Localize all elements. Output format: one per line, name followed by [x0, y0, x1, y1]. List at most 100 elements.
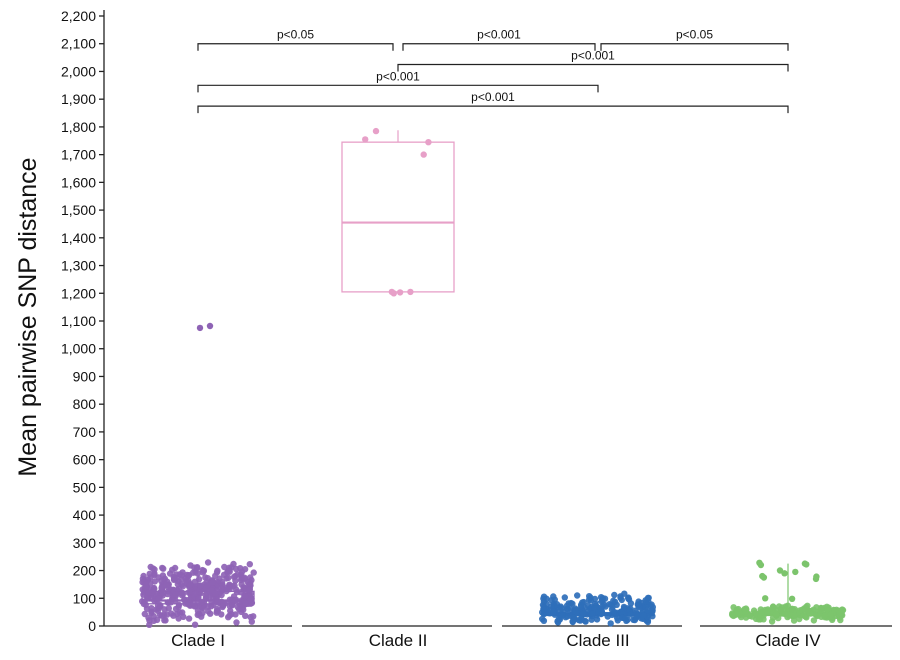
data-point [827, 611, 834, 618]
data-point [237, 589, 244, 596]
data-point [231, 597, 239, 604]
data-point [230, 573, 238, 581]
data-point [185, 571, 193, 579]
data-point [781, 610, 789, 618]
data-point [230, 560, 237, 568]
data-point [553, 601, 561, 608]
x-tick-label: Clade III [566, 631, 629, 650]
data-point [165, 599, 172, 606]
data-point [803, 561, 810, 568]
data-point [804, 607, 812, 614]
y-tick-label: 300 [73, 535, 97, 551]
data-point [139, 575, 147, 582]
data-point [620, 603, 628, 611]
data-point [250, 569, 257, 576]
data-point [550, 593, 557, 600]
data-point [630, 616, 637, 623]
data-point [627, 611, 634, 618]
data-point [242, 612, 249, 619]
data-point [635, 601, 642, 608]
y-tick-label: 500 [73, 479, 97, 495]
data-point [810, 617, 818, 624]
y-tick-label: 1,600 [61, 174, 96, 190]
data-point [804, 602, 811, 609]
data-point [649, 607, 656, 614]
data-point [570, 614, 577, 621]
data-point [362, 136, 369, 143]
y-tick-label: 1,700 [61, 147, 96, 163]
data-point [194, 607, 202, 614]
data-point [574, 592, 581, 599]
x-tick-labels: Clade I Clade II Clade III Clade IV [171, 631, 821, 650]
p-value-label: p<0.05 [277, 28, 314, 42]
x-tick-label: Clade I [171, 631, 225, 650]
data-point [757, 561, 765, 569]
data-point [180, 613, 187, 620]
data-point [147, 563, 154, 571]
data-point [241, 574, 248, 581]
data-point [634, 612, 641, 620]
y-tick-label: 1,900 [61, 91, 96, 107]
data-point [145, 589, 152, 596]
points-clade-ii [362, 127, 432, 297]
data-point [165, 605, 172, 612]
data-point [208, 587, 215, 594]
y-tick-label: 1,000 [61, 341, 96, 357]
data-point [588, 610, 596, 617]
y-tick-label: 1,500 [61, 202, 96, 218]
data-point [226, 568, 233, 575]
data-point [184, 601, 192, 608]
data-point [604, 613, 611, 620]
x-tick-label: Clade II [369, 631, 428, 650]
data-point [142, 583, 149, 591]
data-point [540, 606, 548, 613]
data-point [226, 603, 234, 610]
data-point [837, 616, 844, 624]
bracket-line [197, 43, 394, 51]
y-tick-label: 0 [88, 618, 96, 634]
box-clade-ii [341, 130, 455, 294]
data-point [610, 608, 618, 616]
data-point [591, 595, 599, 603]
data-point [218, 591, 225, 599]
data-point [760, 574, 768, 581]
data-point [154, 607, 161, 615]
data-point [561, 594, 568, 601]
data-point [178, 572, 185, 579]
data-point [205, 608, 212, 615]
data-point [194, 570, 201, 577]
data-point [788, 606, 796, 613]
data-point [790, 617, 798, 624]
data-point [192, 590, 199, 597]
data-point [204, 575, 211, 582]
significance-bracket: p<0.001 [402, 28, 596, 51]
data-point [396, 289, 404, 296]
data-point [233, 619, 240, 626]
y-ticks: 0 100 200 300 400 500 600 700 800 900 1,000 1,100 1,… [61, 8, 104, 634]
y-tick-label: 1,100 [61, 313, 96, 329]
data-point [781, 570, 788, 577]
p-value-label: p<0.05 [676, 28, 713, 42]
data-point [247, 613, 254, 621]
data-point [607, 620, 614, 627]
y-tick-label: 700 [73, 424, 97, 440]
data-point [195, 576, 203, 583]
data-point [627, 600, 635, 607]
data-point [181, 596, 188, 603]
bracket-line [600, 43, 789, 51]
data-point [199, 566, 206, 574]
data-point [550, 608, 557, 615]
x-tick-label: Clade IV [755, 631, 821, 650]
data-point [784, 602, 791, 609]
y-tick-label: 1,200 [61, 285, 96, 301]
boxes [141, 130, 845, 620]
axes [103, 10, 892, 627]
data-point [559, 612, 566, 619]
data-point [162, 617, 169, 624]
significance-brackets: p<0.05 p<0.001 p<0.05 p<0.001 p<0.001 p<0.001 [197, 28, 789, 114]
data-point [625, 594, 632, 601]
data-point [622, 615, 629, 622]
data-point [197, 582, 204, 589]
y-tick-label: 1,300 [61, 258, 96, 274]
